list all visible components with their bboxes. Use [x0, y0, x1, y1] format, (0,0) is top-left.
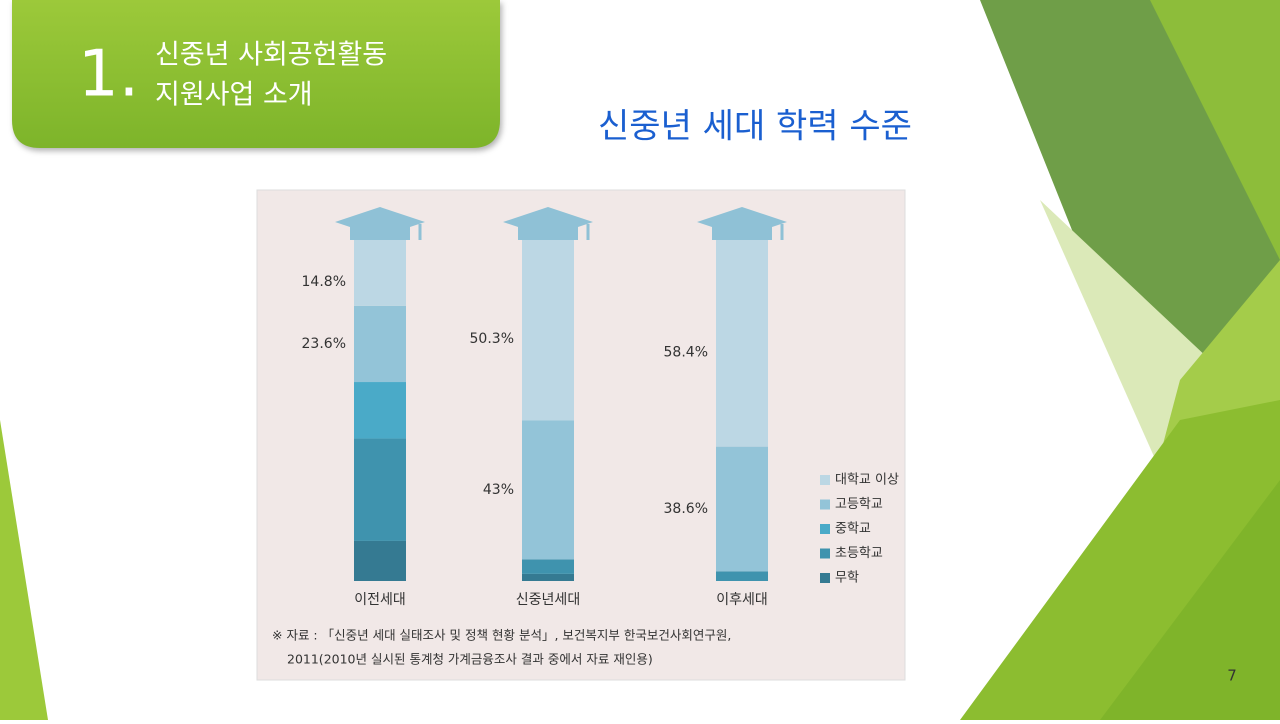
slide-title: 신중년 세대 학력 수준 [598, 107, 912, 147]
legend-label: 중학교 [835, 522, 871, 537]
legend-swatch [820, 548, 830, 559]
bar-segment [522, 559, 574, 574]
value-label: 50.3% [470, 331, 514, 347]
legend-swatch [820, 524, 830, 534]
value-label: 58.4% [664, 344, 708, 360]
bar-segment [354, 258, 406, 306]
cap-base [518, 222, 578, 240]
bar-segment [522, 420, 574, 560]
bar-segment [354, 382, 406, 439]
bar-segment [354, 305, 406, 383]
x-tick-label: 이전세대 [354, 592, 406, 608]
legend-swatch [820, 475, 830, 485]
x-tick-label: 이후세대 [716, 592, 768, 608]
decor [1100, 480, 1280, 720]
legend-label: 대학교 이상 [835, 473, 899, 488]
bar-segment [716, 258, 768, 447]
bar-segment [716, 571, 768, 581]
legend-label: 초등학교 [835, 546, 883, 561]
decor [0, 420, 48, 720]
x-tick-label: 신중년세대 [516, 592, 580, 608]
value-label: 23.6% [302, 336, 346, 352]
legend-swatch [820, 499, 830, 510]
source-note: ※ 자료 : 「신중년 세대 실태조사 및 정책 현황 분석」, 보건복지부 한… [272, 628, 731, 643]
bar-segment [716, 446, 768, 572]
bar-segment [354, 540, 406, 581]
value-label: 43% [483, 482, 514, 498]
decor [1150, 0, 1280, 260]
chart: 23.6% 14.8% 이전세대 43% 50.3% 신중년세대 38.6% 58.4% 이후세… [302, 207, 899, 608]
value-label: 38.6% [664, 501, 708, 517]
legend-label: 고등학교 [835, 497, 883, 512]
bar-segment [354, 438, 406, 541]
section-title: 신중년 사회공헌활동 [155, 40, 387, 71]
bar-segment [522, 573, 574, 581]
value-label: 14.8% [302, 274, 346, 290]
cap-base [712, 222, 772, 240]
section-title: 지원사업 소개 [155, 80, 313, 111]
source-note: 2011(2010년 실시된 통계청 가계금융조사 결과 중에서 자료 재인용) [287, 652, 653, 667]
cap-base [350, 222, 410, 240]
page-number: 7 [1227, 667, 1237, 685]
bar-segment [522, 258, 574, 421]
legend-swatch [820, 573, 830, 583]
legend-label: 무학 [835, 571, 859, 586]
section-number: 1. [78, 38, 139, 112]
header-box [12, 0, 500, 148]
